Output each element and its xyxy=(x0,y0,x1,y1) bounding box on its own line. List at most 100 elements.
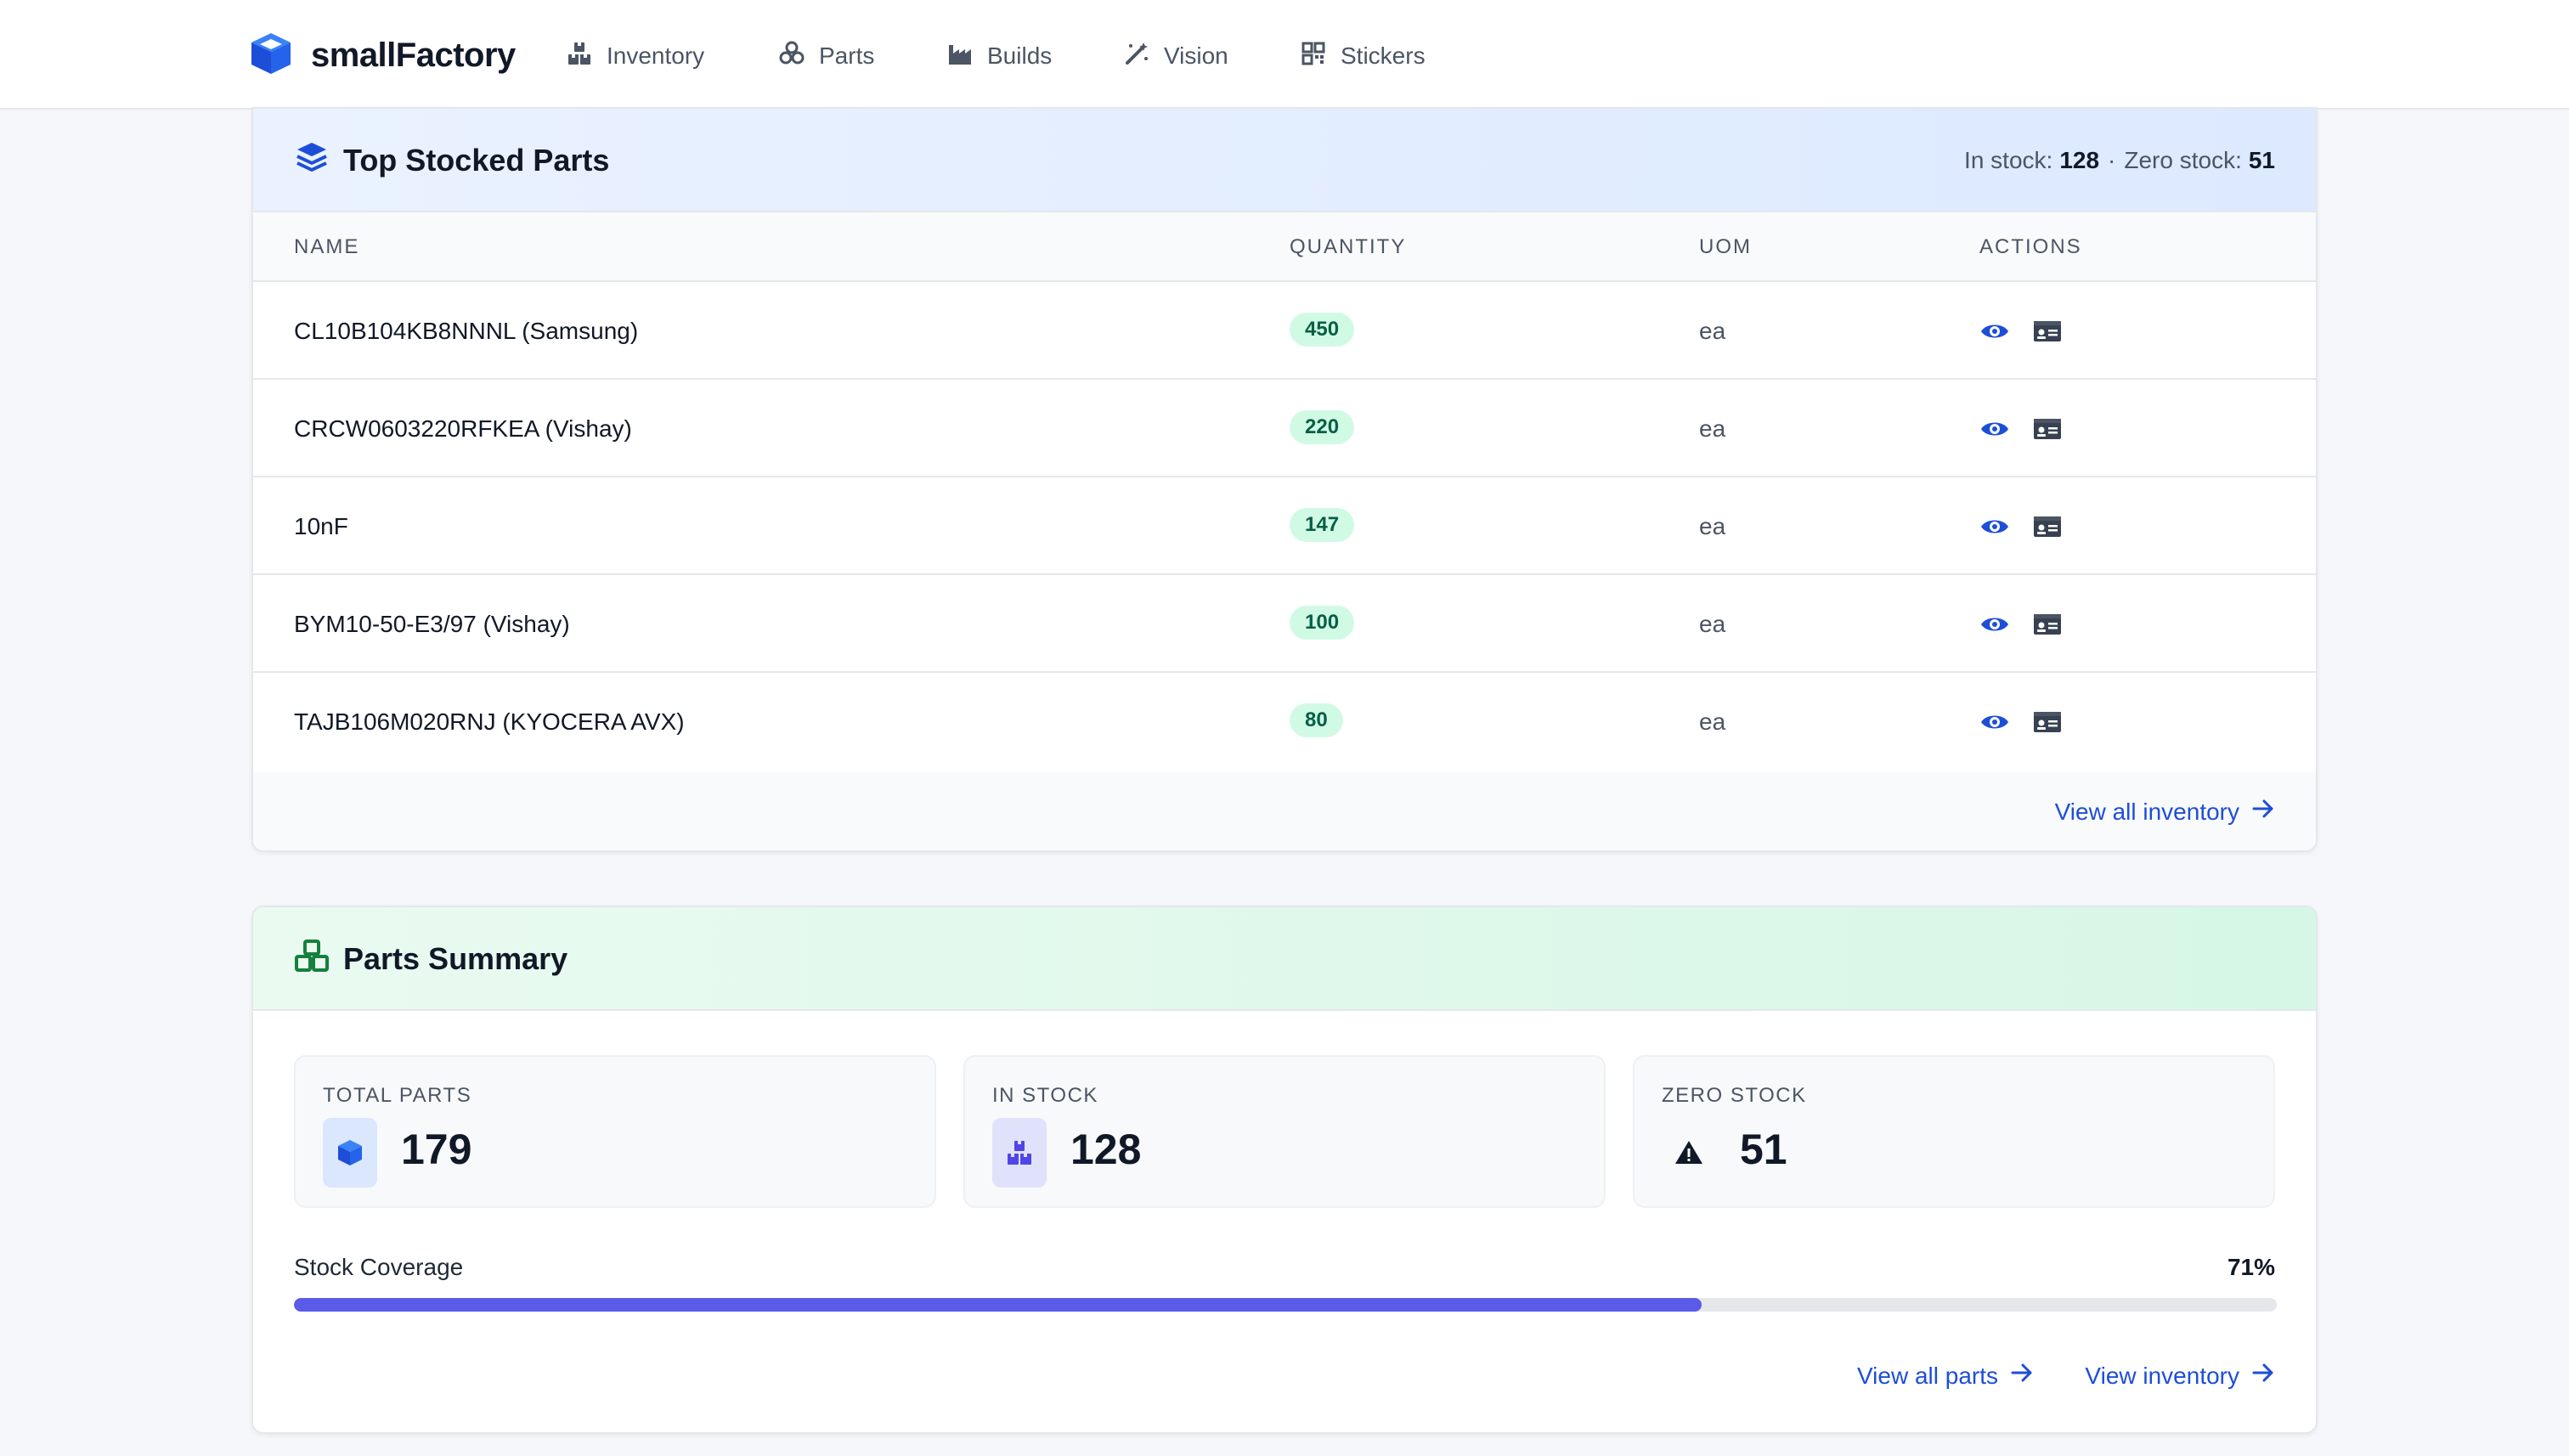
id-card-icon[interactable] xyxy=(2032,707,2063,737)
quantity-badge: 100 xyxy=(1290,605,1355,640)
zero-stock-value: 51 xyxy=(2248,147,2275,173)
stat-value: 128 xyxy=(1070,1126,1142,1173)
column-header-actions: ACTIONS xyxy=(1979,235,2082,258)
view-eye-icon[interactable] xyxy=(1979,609,2010,640)
stock-coverage-bar xyxy=(294,1298,2277,1312)
card-footer: View all inventory xyxy=(253,771,2316,850)
cubes-icon xyxy=(294,938,330,981)
part-name[interactable]: 10nF xyxy=(294,512,348,539)
actions-cell xyxy=(1979,575,2085,673)
card-header: Top Stocked Parts In stock: 128 · Zero s… xyxy=(253,109,2316,212)
card-title: Parts Summary xyxy=(294,907,567,1011)
stock-coverage-label: Stock Coverage xyxy=(294,1254,464,1280)
layers-icon xyxy=(294,139,330,183)
nav-label: Inventory xyxy=(607,42,705,69)
link-label: View all inventory xyxy=(2054,798,2239,825)
column-header-name[interactable]: NAME xyxy=(294,235,360,258)
nav-label: Builds xyxy=(987,42,1053,69)
id-card-icon[interactable] xyxy=(2032,609,2063,640)
qrcode-icon xyxy=(1300,40,1327,73)
stock-coverage-fill xyxy=(294,1298,1702,1312)
stat-zero-stock: ZERO STOCK 51 xyxy=(1633,1055,2275,1208)
brand-name: smallFactory xyxy=(311,36,516,74)
top-stocked-parts-card: Top Stocked Parts In stock: 128 · Zero s… xyxy=(251,107,2318,852)
view-eye-icon[interactable] xyxy=(1979,316,2010,347)
id-card-icon[interactable] xyxy=(2032,511,2063,542)
stat-value: 51 xyxy=(1740,1126,1787,1173)
quantity-badge: 220 xyxy=(1290,409,1355,444)
part-name[interactable]: BYM10-50-E3/97 (Vishay) xyxy=(294,610,570,637)
parts-summary-card: Parts Summary TOTAL PARTS 179 IN STOCK 1… xyxy=(251,906,2318,1434)
table-row[interactable]: CL10B104KB8NNNL (Samsung) 450 ea xyxy=(253,282,2316,380)
actions-cell xyxy=(1979,380,2085,477)
quantity-badge: 80 xyxy=(1290,703,1343,737)
stat-label: IN STOCK xyxy=(992,1084,1098,1107)
uom-cell: ea xyxy=(1699,708,1726,735)
uom-cell: ea xyxy=(1699,415,1726,442)
nav-vision[interactable]: Vision xyxy=(1123,37,1228,75)
table-header: NAME QUANTITY UOM ACTIONS xyxy=(253,212,2316,282)
table-row[interactable]: 10nF 147 ea xyxy=(253,477,2316,575)
stock-coverage-percent: 71% xyxy=(2227,1254,2275,1280)
link-label: View inventory xyxy=(2085,1362,2239,1389)
brand[interactable]: smallFactory xyxy=(250,29,516,82)
nav-stickers[interactable]: Stickers xyxy=(1300,37,1426,75)
view-eye-icon[interactable] xyxy=(1979,414,2010,444)
uom-cell: ea xyxy=(1699,317,1726,344)
stat-label: TOTAL PARTS xyxy=(323,1084,472,1107)
nav-label: Stickers xyxy=(1341,42,1426,69)
table-row[interactable]: BYM10-50-E3/97 (Vishay) 100 ea xyxy=(253,575,2316,673)
table-row[interactable]: TAJB106M020RNJ (KYOCERA AVX) 80 ea xyxy=(253,673,2316,770)
industry-icon xyxy=(946,40,974,73)
card-title: Top Stocked Parts xyxy=(294,109,609,212)
nav-parts[interactable]: Parts xyxy=(778,37,874,75)
top-navbar: smallFactory Inventory Parts Builds Visi… xyxy=(0,0,2569,110)
cube-icon xyxy=(323,1118,377,1188)
column-header-uom[interactable]: UOM xyxy=(1699,235,1752,258)
nav-label: Parts xyxy=(819,42,875,69)
view-eye-icon[interactable] xyxy=(1979,707,2010,737)
in-stock-value: 128 xyxy=(2059,147,2100,173)
id-card-icon[interactable] xyxy=(2032,316,2063,347)
separator: · xyxy=(2108,147,2116,173)
nav-builds[interactable]: Builds xyxy=(946,37,1052,75)
actions-cell xyxy=(1979,282,2085,380)
view-all-inventory-link[interactable]: View all inventory xyxy=(2055,797,2275,827)
actions-cell xyxy=(1979,673,2085,770)
uom-cell: ea xyxy=(1699,512,1726,539)
actions-cell xyxy=(1979,477,2085,575)
boxes-icon xyxy=(992,1118,1047,1188)
uom-cell: ea xyxy=(1699,610,1726,637)
title-text: Parts Summary xyxy=(343,941,568,976)
boxes-icon xyxy=(566,40,593,73)
zero-stock-label: Zero stock: xyxy=(2124,147,2242,173)
magic-wand-icon xyxy=(1123,40,1150,73)
card-header: Parts Summary xyxy=(253,907,2316,1011)
title-text: Top Stocked Parts xyxy=(343,143,610,178)
view-all-parts-link[interactable]: View all parts xyxy=(1857,1361,2034,1391)
arrow-right-icon xyxy=(2010,1361,2034,1391)
quantity-badge: 147 xyxy=(1290,507,1355,542)
quantity-badge: 450 xyxy=(1290,312,1355,347)
stat-total-parts: TOTAL PARTS 179 xyxy=(294,1055,936,1208)
cube-logo-icon xyxy=(250,31,292,80)
column-header-quantity[interactable]: QUANTITY xyxy=(1290,235,1407,258)
stat-in-stock: IN STOCK 128 xyxy=(963,1055,1606,1208)
view-inventory-link[interactable]: View inventory xyxy=(2085,1361,2275,1391)
arrow-right-icon xyxy=(2251,797,2275,827)
link-label: View all parts xyxy=(1857,1362,1999,1389)
part-name[interactable]: TAJB106M020RNJ (KYOCERA AVX) xyxy=(294,708,685,735)
table-row[interactable]: CRCW0603220RFKEA (Vishay) 220 ea xyxy=(253,380,2316,477)
warning-icon xyxy=(1662,1118,1716,1188)
part-name[interactable]: CRCW0603220RFKEA (Vishay) xyxy=(294,415,632,442)
arrow-right-icon xyxy=(2251,1361,2275,1391)
stock-summary-text: In stock: 128 · Zero stock: 51 xyxy=(1964,109,2275,212)
id-card-icon[interactable] xyxy=(2032,414,2063,444)
view-eye-icon[interactable] xyxy=(1979,511,2010,542)
nav-inventory[interactable]: Inventory xyxy=(566,37,704,75)
cubes-icon xyxy=(778,40,805,73)
nav-label: Vision xyxy=(1164,42,1228,69)
in-stock-label: In stock: xyxy=(1964,147,2053,173)
part-name[interactable]: CL10B104KB8NNNL (Samsung) xyxy=(294,317,639,344)
stat-value: 179 xyxy=(401,1126,472,1173)
